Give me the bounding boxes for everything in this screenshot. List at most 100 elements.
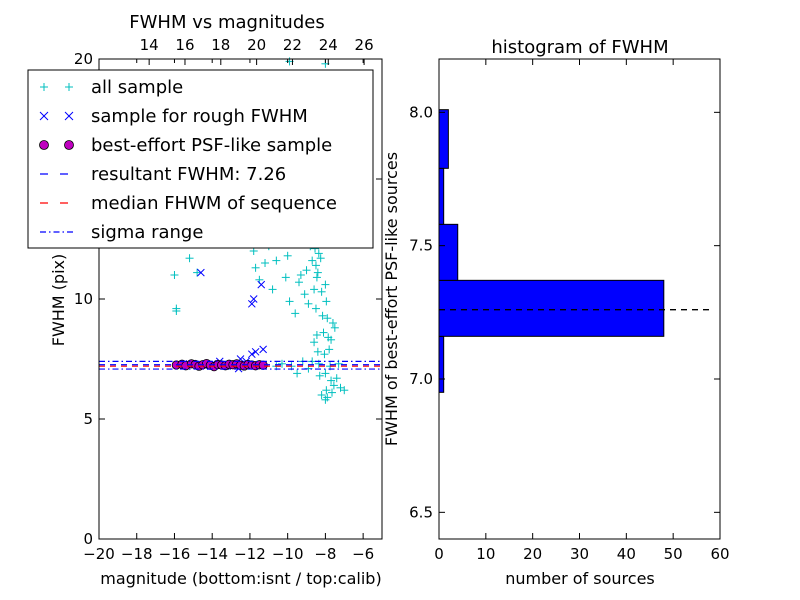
x-tick-label: 0 bbox=[434, 545, 444, 563]
all-sample-point bbox=[313, 347, 322, 356]
scatter-x-ticks: −20 −18 −16 −14 −12 −10 −8 −6 bbox=[83, 59, 374, 563]
all-sample-point bbox=[327, 376, 336, 385]
histogram-x-ticks: 0 10 20 30 40 50 60 bbox=[434, 59, 730, 563]
x-tick-label: 10 bbox=[476, 545, 495, 563]
legend-box bbox=[27, 69, 374, 249]
all-sample-point bbox=[328, 388, 337, 397]
y-tick-label: 10 bbox=[74, 290, 93, 308]
all-sample-point bbox=[316, 254, 325, 263]
top-tick-label: 14 bbox=[140, 36, 159, 54]
histogram-bar bbox=[438, 223, 459, 281]
scatter-top-ticks: 14 16 18 20 22 24 26 bbox=[140, 36, 374, 65]
all-sample-point bbox=[330, 323, 339, 332]
all-sample-point bbox=[304, 299, 313, 308]
all-sample-point bbox=[321, 395, 330, 404]
histogram-y-ticks: 6.5 7.0 7.5 8.0 bbox=[409, 103, 720, 521]
scatter-x-label: magnitude (bottom:isnt / top:calib) bbox=[100, 569, 381, 588]
all-sample-point bbox=[318, 311, 327, 320]
legend-label: sigma range bbox=[91, 222, 203, 243]
top-tick-label: 26 bbox=[355, 36, 374, 54]
x-tick-label: −14 bbox=[196, 545, 228, 563]
scatter-y-label: FWHM (pix) bbox=[49, 254, 68, 347]
scatter-legend: all sample sample for rough FWHM best-effo… bbox=[27, 69, 374, 249]
x-tick-label: −12 bbox=[234, 545, 266, 563]
all-sample-point bbox=[310, 338, 319, 347]
x-tick-label: 40 bbox=[617, 545, 636, 563]
x-b bbox=[197, 268, 205, 277]
all-sample-point bbox=[308, 357, 317, 366]
all-sample-point bbox=[291, 309, 300, 318]
rough-fwhm-point bbox=[247, 350, 256, 359]
all-sample-point bbox=[311, 261, 320, 270]
legend-entry: sample for rough FWHM bbox=[39, 106, 308, 127]
all-sample-point bbox=[261, 259, 270, 267]
y-tick-label: 7.5 bbox=[409, 237, 433, 255]
all-sample-point bbox=[317, 391, 326, 399]
legend-label: median FHWM of sequence bbox=[91, 193, 337, 214]
rough-fwhm-point bbox=[257, 280, 266, 289]
histogram-x-label: number of sources bbox=[505, 569, 655, 588]
all-sample-point bbox=[285, 297, 294, 306]
y-tick-label: 7.0 bbox=[409, 370, 433, 388]
legend-label: sample for rough FWHM bbox=[91, 106, 308, 127]
legend-entries: all sample sample for rough FWHM best-effo… bbox=[39, 77, 337, 243]
all-sample-point bbox=[312, 273, 321, 282]
y-tick-label: 20 bbox=[74, 50, 93, 68]
legend-entry: resultant FWHM: 7.26 bbox=[40, 164, 286, 185]
all-sample-point bbox=[278, 359, 287, 368]
x-b bbox=[249, 295, 258, 303]
x-tick-label: −10 bbox=[272, 545, 304, 563]
all-sample-point bbox=[319, 328, 328, 337]
top-tick-label: 24 bbox=[319, 36, 338, 54]
x-tick-label: −6 bbox=[352, 545, 374, 563]
x-tick-label: 50 bbox=[664, 545, 683, 563]
all-sample-point bbox=[251, 263, 260, 272]
all-sample-point bbox=[293, 369, 302, 378]
histogram-bars bbox=[438, 109, 665, 393]
all-sample-point bbox=[172, 307, 181, 315]
histogram-y-label: FWHM of best-effort PSF-like sources bbox=[382, 152, 401, 446]
top-tick-label: 22 bbox=[283, 36, 302, 54]
all-sample-point bbox=[272, 256, 281, 265]
x-tick-label: 20 bbox=[523, 545, 542, 563]
scatter-reference-lines bbox=[99, 360, 382, 370]
all-sample-point bbox=[294, 278, 303, 287]
histogram-title: histogram of FWHM bbox=[491, 37, 668, 58]
scatter-plot: FWHM vs magnitudes −20 −18 −16 −14 −12 −10 −8−… bbox=[27, 12, 383, 588]
legend-x-b bbox=[64, 111, 74, 121]
histogram-bar bbox=[438, 335, 445, 393]
all-sample-point bbox=[322, 297, 331, 306]
histogram-plot: histogram of FWHM 0 10 20 30 40 50 60 6.5 7.0 7.… bbox=[382, 37, 730, 588]
all-sample-point bbox=[302, 266, 311, 275]
rough-fwhm-point bbox=[251, 347, 260, 356]
histogram-bar bbox=[438, 167, 445, 225]
all-sample-point bbox=[185, 254, 194, 263]
x-b bbox=[259, 345, 267, 354]
top-tick-label: 16 bbox=[175, 36, 194, 54]
legend-circle bbox=[64, 140, 74, 150]
top-tick-label: 20 bbox=[247, 36, 266, 54]
y-tick-label: 8.0 bbox=[409, 103, 433, 121]
all-sample-point bbox=[325, 345, 334, 354]
all-sample-point bbox=[310, 285, 319, 294]
all-sample-point bbox=[170, 271, 179, 279]
y-tick-label: 5 bbox=[83, 410, 93, 428]
all-sample-point bbox=[321, 369, 330, 378]
all-sample-point bbox=[314, 249, 323, 258]
legend-entry: best-effort PSF-like sample bbox=[39, 135, 332, 156]
all-sample-point bbox=[313, 268, 322, 277]
scatter-title: FWHM vs magnitudes bbox=[129, 12, 324, 33]
legend-circle bbox=[39, 140, 49, 150]
x-tick-label: 60 bbox=[710, 545, 729, 563]
all-sample-point bbox=[300, 290, 309, 299]
x-b bbox=[247, 350, 256, 359]
x-b bbox=[251, 347, 260, 356]
rough-fwhm-point bbox=[197, 268, 205, 277]
y-tick-label: 6.5 bbox=[409, 503, 433, 521]
legend-x-b bbox=[39, 111, 49, 121]
all-sample-point bbox=[268, 285, 277, 294]
top-tick-label: 18 bbox=[211, 36, 230, 54]
all-sample-point bbox=[317, 287, 326, 296]
all-sample-point bbox=[321, 280, 330, 289]
